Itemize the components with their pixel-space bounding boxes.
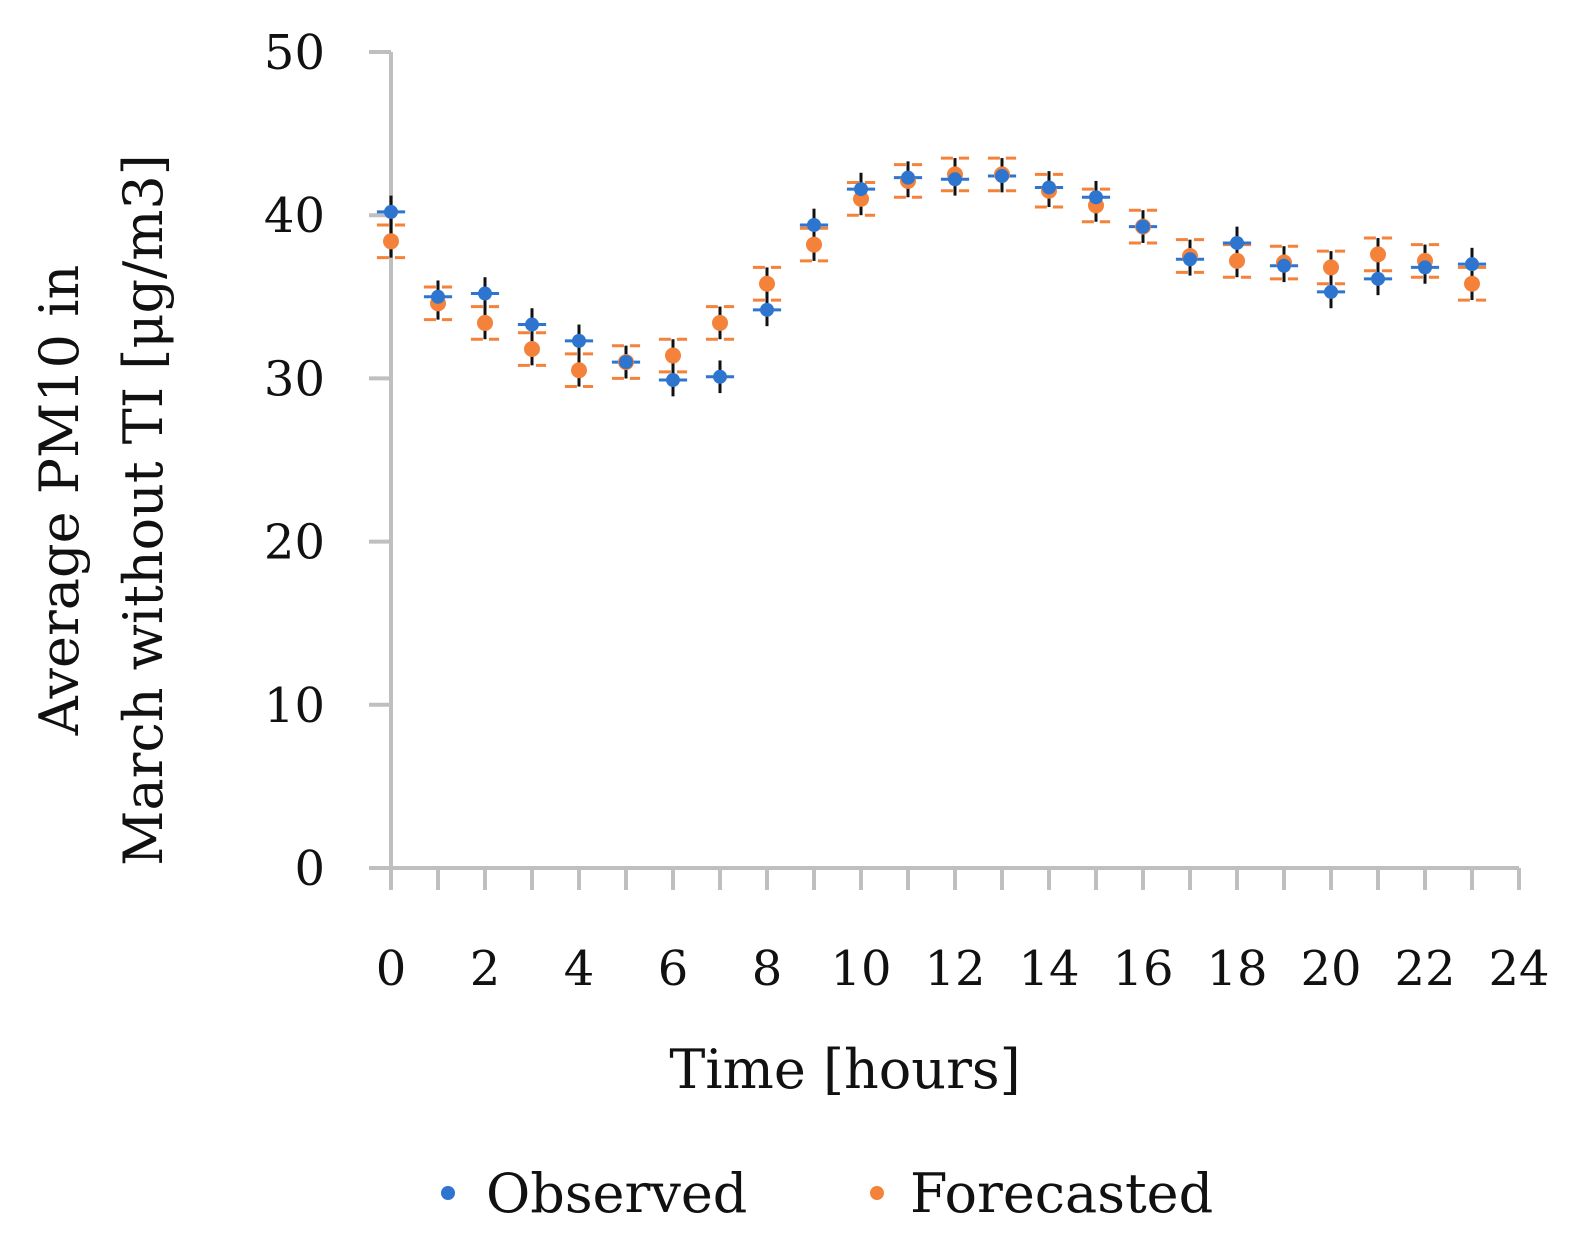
y-tick-label: 0 [294,841,325,897]
observed-point [572,333,586,348]
observed-point [525,317,539,332]
x-tick-label: 8 [752,941,783,997]
x-tick-label: 10 [830,941,891,997]
forecasted-point [1323,259,1339,276]
forecasted-point [853,190,869,207]
observed-point [1465,257,1479,272]
observed-point [431,289,445,304]
legend-forecasted-label: Forecasted [910,1162,1213,1225]
y-tick-label: 20 [264,515,325,571]
forecasted-point [759,275,775,292]
observed-point [384,204,398,219]
observed-point [666,373,680,388]
observed-point [901,170,915,185]
x-axis-title: Time [hours] [669,1038,1020,1101]
x-tick-label: 2 [470,941,501,997]
legend: Observed Forecasted [441,1162,1213,1225]
legend-observed-marker [441,1186,455,1200]
y-tick-label: 30 [264,351,325,407]
data-marks [376,156,1487,397]
forecasted-point [1229,252,1245,269]
x-tick-label: 20 [1300,941,1361,997]
forecasted-point [712,314,728,331]
y-axis-title-line-2: March without TI [μg/m3] [112,154,175,866]
observed-point [760,302,774,317]
observed-point [619,355,633,370]
observed-point [995,169,1009,184]
y-tick-label: 50 [264,25,325,81]
x-tick-label: 18 [1206,941,1267,997]
observed-point [713,369,727,384]
x-tick-label: 0 [376,941,407,997]
observed-point [1136,219,1150,234]
observed-point [478,286,492,301]
forecasted-point [571,362,587,379]
x-tick-label: 16 [1112,941,1173,997]
observed-point [1277,258,1291,273]
forecasted-point [1464,275,1480,292]
x-tick-label: 6 [658,941,689,997]
forecasted-point [806,236,822,253]
observed-point [948,172,962,187]
legend-observed-label: Observed [486,1162,747,1225]
y-axis-title-line-1: Average PM10 in [28,265,91,737]
x-tick-label: 24 [1488,941,1549,997]
forecasted-point [524,341,540,358]
x-tick-label: 12 [924,941,985,997]
observed-point [1042,180,1056,195]
y-tick-label: 10 [264,678,325,734]
forecasted-point [1370,246,1386,263]
x-tick-label: 14 [1018,941,1079,997]
observed-point [1089,190,1103,205]
forecasted-point [477,314,493,331]
forecasted-point [665,347,681,364]
legend-forecasted-marker [870,1186,884,1200]
observed-point [1418,260,1432,275]
observed-point [1371,271,1385,286]
observed-point [1230,235,1244,250]
forecasted-point [383,233,399,250]
observed-point [1324,284,1338,299]
y-tick-label: 40 [264,188,325,244]
observed-point [1183,252,1197,267]
x-tick-label: 4 [564,941,595,997]
x-tick-label: 22 [1394,941,1455,997]
observed-point [854,182,868,197]
observed-point [807,217,821,232]
